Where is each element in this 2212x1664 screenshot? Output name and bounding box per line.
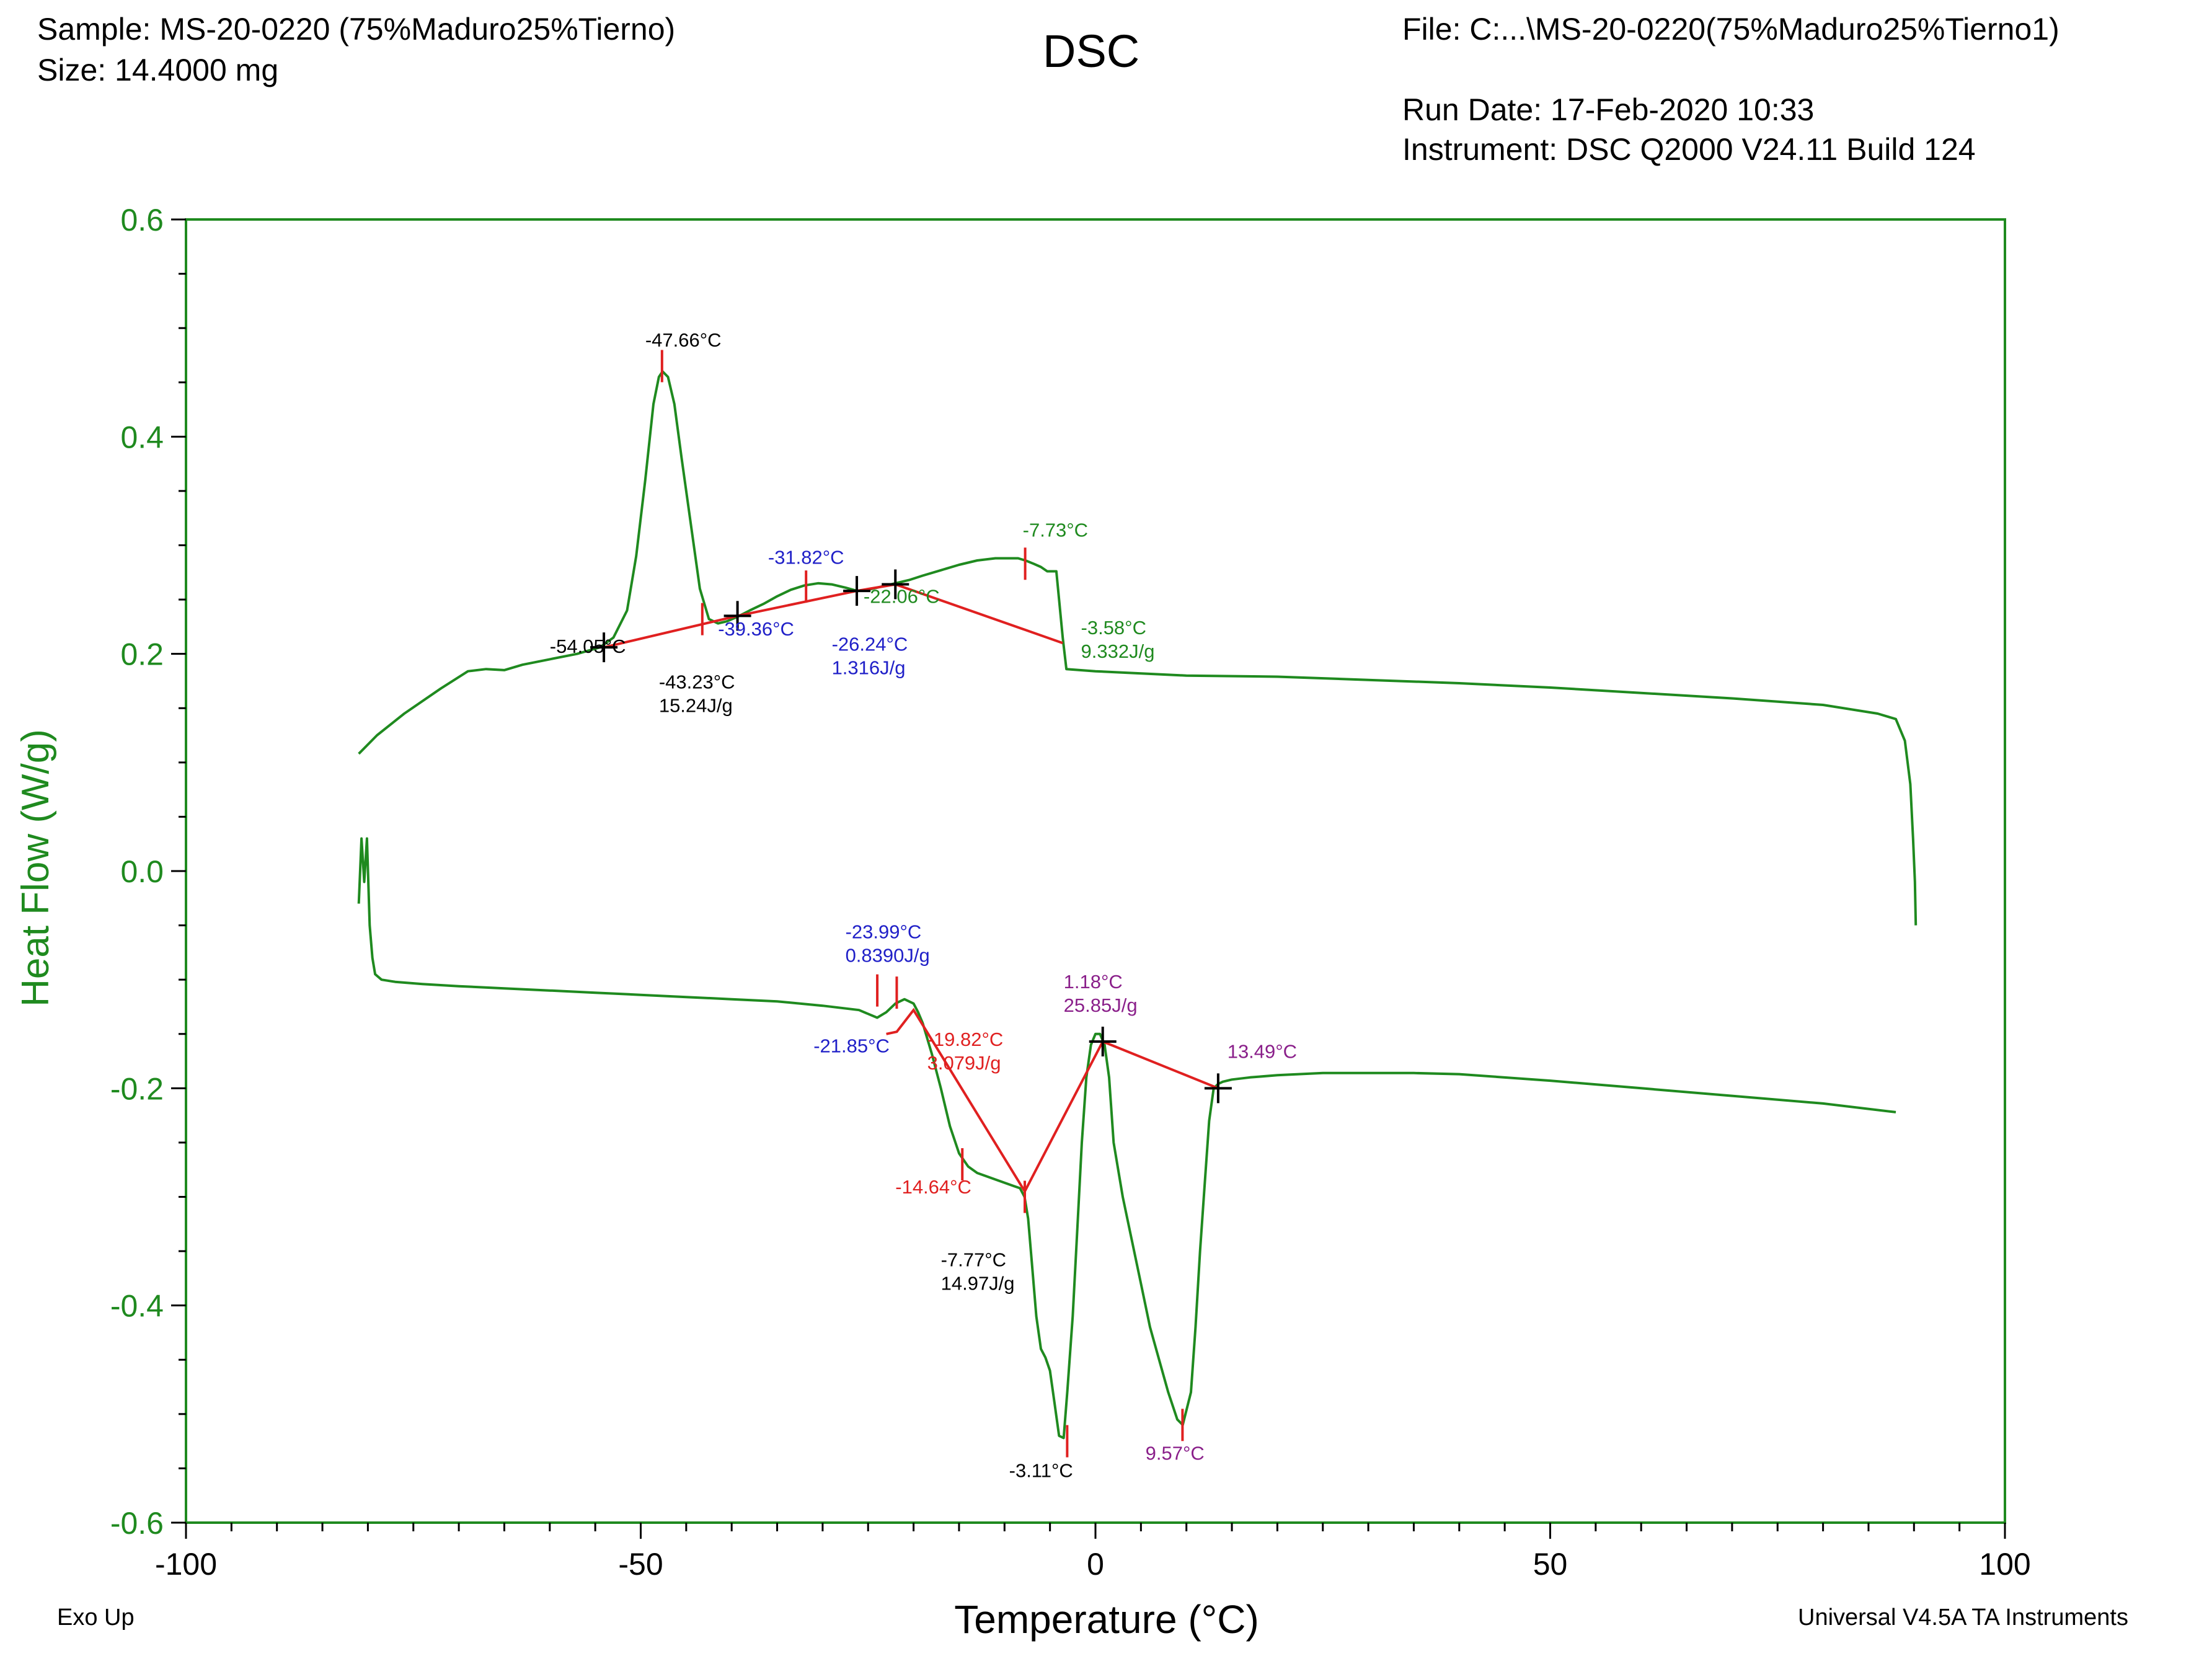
software-label: Universal V4.5A TA Instruments <box>1798 1604 2128 1631</box>
y-tick-label: 0.6 <box>120 203 164 237</box>
data-label: -19.82°C 3.079J/g <box>927 1029 1004 1074</box>
curve-layer <box>357 370 1918 1440</box>
x-axis-label: Temperature (°C) <box>954 1597 1259 1642</box>
y-tick-label: -0.4 <box>110 1289 164 1324</box>
series-line-heating <box>357 837 1896 1440</box>
data-label: -3.11°C <box>1009 1459 1073 1481</box>
data-label: -22.06°C <box>864 585 940 607</box>
cross-marker <box>882 569 909 600</box>
cross-marker <box>590 632 618 663</box>
cross-marker <box>1089 1027 1117 1057</box>
data-label: 13.49°C <box>1228 1040 1297 1062</box>
data-label: -14.64°C <box>895 1176 971 1198</box>
cross-marker <box>843 576 871 606</box>
chart-title: DSC <box>1043 25 1140 77</box>
y-tick-label: 0.0 <box>120 854 164 889</box>
data-label: -47.66°C <box>645 329 722 351</box>
x-tick-label: -50 <box>618 1547 663 1582</box>
marker-layer <box>590 350 1232 1458</box>
run-date-label: Run Date: 17-Feb-2020 10:33 <box>1402 92 1815 127</box>
plot-frame <box>185 218 2006 1524</box>
size-label: Size: 14.4000 mg <box>37 53 279 87</box>
x-tick-label: -100 <box>155 1547 217 1582</box>
data-label: -39.36°C <box>718 618 794 640</box>
data-label: -7.73°C <box>1023 519 1088 541</box>
data-label: -3.58°C 9.332J/g <box>1081 617 1155 662</box>
data-label: 1.18°C 25.85J/g <box>1064 971 1138 1016</box>
data-label: -54.05°C <box>550 635 626 657</box>
x-tick-label: 100 <box>1979 1547 2030 1582</box>
y-tick-label: 0.4 <box>120 420 164 454</box>
integration-line <box>737 590 857 617</box>
y-axis-label: Heat Flow (W/g) <box>14 729 57 1007</box>
y-tick-label: -0.2 <box>110 1071 164 1106</box>
instrument-label: Instrument: DSC Q2000 V24.11 Build 124 <box>1402 132 1976 167</box>
y-tick-label: -0.6 <box>110 1506 164 1541</box>
cross-marker <box>1204 1073 1232 1104</box>
data-label: 9.57°C <box>1146 1442 1205 1464</box>
axes-layer: -100 -50 0 50 100 0.6 0.4 0.2 0.0 -0.2 -0.4 -0.6 <box>110 203 2031 1582</box>
cross-marker <box>723 601 751 631</box>
y-tick-label: 0.2 <box>120 637 164 672</box>
sample-label: Sample: MS-20-0220 (75%Maduro25%Tierno) <box>37 12 676 46</box>
data-label: -7.77°C 14.97J/g <box>941 1249 1015 1294</box>
integration-line <box>886 1007 1219 1194</box>
exo-up-label: Exo Up <box>57 1604 135 1631</box>
x-tick-label: 50 <box>1533 1547 1568 1582</box>
data-label: -21.85°C <box>813 1035 890 1057</box>
x-tick-label: 0 <box>1087 1547 1104 1582</box>
annotation-layer: -47.66°C -54.05°C -43.23°C 15.24J/g -39.36°C… <box>550 329 1297 1481</box>
data-label: -43.23°C 15.24J/g <box>659 671 735 717</box>
data-label: -26.24°C 1.316J/g <box>832 633 908 678</box>
integration-line <box>603 614 738 649</box>
data-label: -31.82°C <box>768 546 844 568</box>
file-label: File: C:...\MS-20-0220(75%Maduro25%Tiern… <box>1402 12 2059 46</box>
data-label: -23.99°C 0.8390J/g <box>846 921 930 967</box>
